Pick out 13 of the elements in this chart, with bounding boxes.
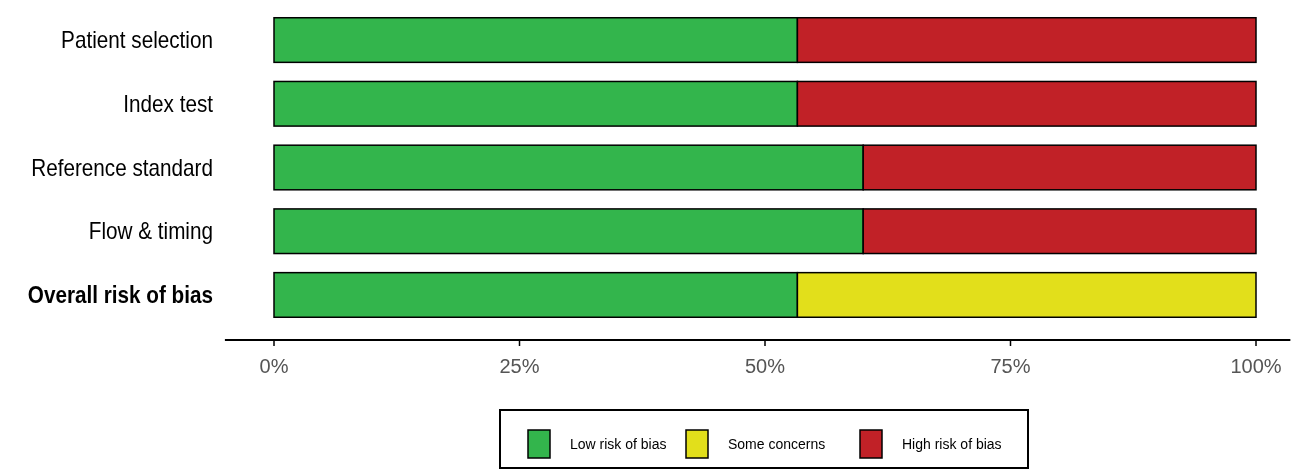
y-tick-label: Overall risk of bias	[27, 281, 213, 309]
x-tick-label: 75%	[990, 355, 1031, 377]
x-tick-label: 25%	[499, 355, 540, 377]
legend-label: High risk of bias	[902, 435, 1002, 452]
x-tick-label: 100%	[1230, 355, 1282, 377]
y-tick-label: Reference standard	[31, 154, 213, 181]
x-tick-label: 50%	[744, 355, 786, 377]
legend-label: Low risk of bias	[570, 435, 667, 452]
y-tick-label: Flow & timing	[88, 218, 213, 245]
legend-label: Some concerns	[728, 435, 826, 452]
x-tick-label: 0%	[259, 355, 289, 377]
y-tick-label: Index test	[123, 90, 213, 118]
y-tick-label: Patient selection	[61, 27, 213, 54]
